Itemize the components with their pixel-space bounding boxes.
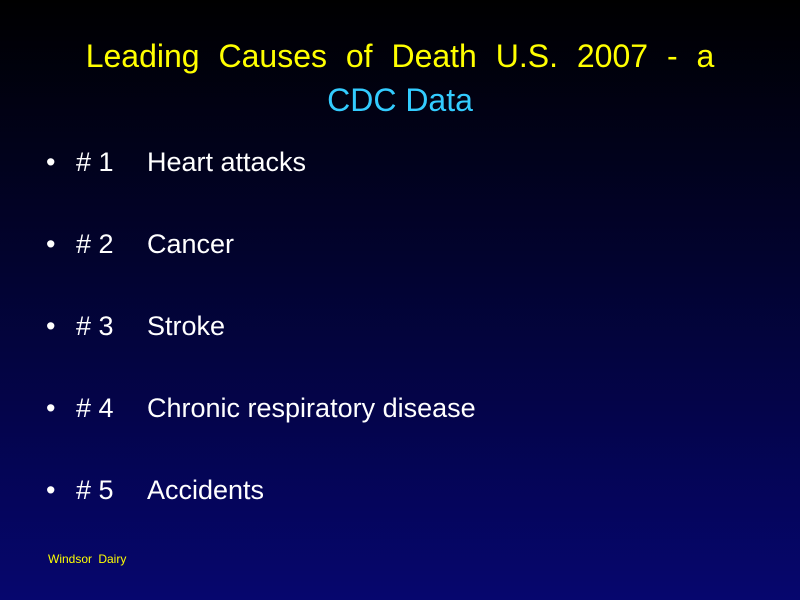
slide-title: Leading Causes of Death U.S. 2007 - a CD… — [0, 34, 800, 122]
cause-list: • # 1 Heart attacks • # 2 Cancer • # 3 S… — [46, 140, 476, 550]
cause-label: Heart attacks — [147, 147, 307, 177]
title-line-1: Leading Causes of Death U.S. 2007 - a — [85, 38, 715, 74]
list-item: • # 2 Cancer — [46, 222, 476, 304]
rank-number: # 2 — [76, 229, 114, 259]
bullet-icon: • — [46, 393, 56, 423]
bullet-icon: • — [46, 229, 56, 259]
bullet-icon: • — [46, 147, 56, 177]
rank-number: # 1 — [76, 147, 114, 177]
rank-number: # 5 — [76, 475, 114, 505]
list-item: • # 5 Accidents — [46, 468, 476, 550]
rank-number: # 3 — [76, 311, 114, 341]
list-item: • # 3 Stroke — [46, 304, 476, 386]
bullet-icon: • — [46, 311, 56, 341]
cause-label: Accidents — [147, 475, 265, 505]
footer-text: Windsor Dairy — [48, 552, 127, 566]
bullet-icon: • — [46, 475, 56, 505]
list-item: • # 4 Chronic respiratory disease — [46, 386, 476, 468]
cause-label: Chronic respiratory disease — [147, 393, 476, 423]
title-line-2: CDC Data — [327, 82, 473, 118]
rank-number: # 4 — [76, 393, 114, 423]
list-item: • # 1 Heart attacks — [46, 140, 476, 222]
cause-label: Cancer — [147, 229, 235, 259]
cause-label: Stroke — [147, 311, 226, 341]
